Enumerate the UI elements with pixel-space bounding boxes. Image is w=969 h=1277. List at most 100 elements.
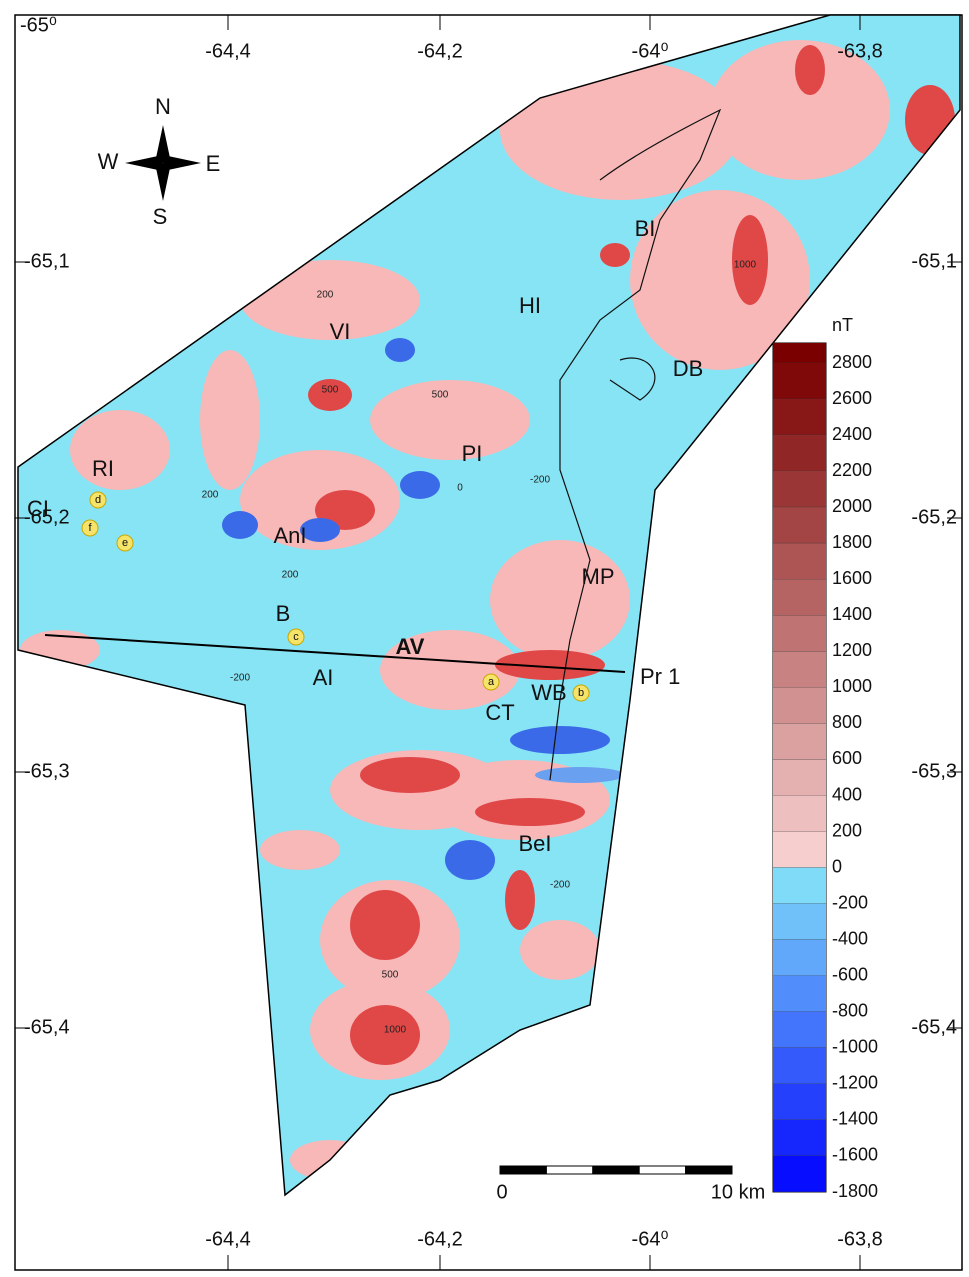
colorbar-band (773, 939, 826, 976)
colorbar-label: 2400 (832, 424, 872, 444)
place-label: MP (582, 564, 615, 589)
colorbar-band (773, 507, 826, 544)
colorbar-band (773, 1155, 826, 1192)
place-label: RI (92, 456, 114, 481)
site-marker (482, 673, 500, 691)
colorbar-band (773, 1047, 826, 1084)
scale-bar-segment (592, 1165, 640, 1175)
lat-label-right: -65,2 (911, 506, 957, 528)
site-marker (89, 491, 107, 509)
contour-label: 1000 (734, 260, 757, 271)
colorbar-band (773, 867, 826, 904)
place-label: WB (531, 680, 566, 705)
colorbar-label: 2600 (832, 388, 872, 408)
site-marker-label: c (293, 631, 299, 643)
place-label: BeI (518, 831, 551, 856)
colorbar-label: -400 (832, 928, 868, 948)
lon-label-bottom: -64⁰ (632, 1228, 669, 1250)
colorbar-band (773, 399, 826, 436)
lat-label-left: -65,1 (24, 250, 70, 272)
colorbar-label: 1000 (832, 676, 872, 696)
place-label: BI (635, 216, 656, 241)
colorbar-label: 600 (832, 748, 862, 768)
place-label: HI (519, 293, 541, 318)
lon-label-top: -64,2 (417, 40, 463, 62)
site-marker-label: b (578, 687, 584, 699)
colorbar-band (773, 343, 826, 363)
colorbar-band (773, 471, 826, 508)
colorbar-label: -600 (832, 964, 868, 984)
colorbar-label: 1600 (832, 568, 872, 588)
contour-label: -200 (230, 673, 250, 684)
contour-label: 200 (282, 570, 299, 581)
site-marker (287, 628, 305, 646)
colorbar-label: -1400 (832, 1109, 878, 1129)
colorbar-band (773, 435, 826, 472)
scale-bar-segment (685, 1165, 733, 1175)
colorbar-band (773, 687, 826, 724)
colorbar-label: -1600 (832, 1145, 878, 1165)
lon-label-bottom: -64,2 (417, 1228, 463, 1250)
colorbar-band (773, 975, 826, 1012)
place-label: AV (396, 634, 425, 659)
contour-label: -200 (530, 475, 550, 486)
contour-label: 500 (432, 390, 449, 401)
scale-bar-end: 10 km (711, 1181, 765, 1203)
site-marker-label: d (95, 494, 101, 506)
coastline (549, 108, 722, 781)
contour-label: 500 (322, 385, 339, 396)
colorbar-band (773, 795, 826, 832)
colorbar-label: 1400 (832, 604, 872, 624)
place-label: PI (462, 441, 483, 466)
lat-label-left: -65,2 (24, 506, 70, 528)
lon-label-top: -63,8 (837, 40, 883, 62)
site-marker (81, 519, 99, 537)
lat-label-right: -65,4 (911, 1016, 957, 1038)
colorbar-band (773, 1119, 826, 1156)
lat-label-right: -65,3 (911, 760, 957, 782)
colorbar (773, 343, 826, 1193)
lon-label-bottom: -64,4 (205, 1228, 251, 1250)
colorbar-band (773, 1011, 826, 1048)
colorbar-label: 1200 (832, 640, 872, 660)
lat-label-right: -65,1 (911, 250, 957, 272)
contour-label: 500 (382, 970, 399, 981)
profile-line (44, 634, 626, 673)
colorbar-band (773, 579, 826, 616)
site-marker-label: a (488, 676, 495, 688)
compass-letter: N (155, 94, 171, 119)
compass (125, 125, 201, 201)
contour-label: 200 (317, 290, 334, 301)
colorbar-label: 200 (832, 820, 862, 840)
colorbar-label: -1800 (832, 1181, 878, 1201)
place-label: CT (485, 700, 514, 725)
scale-bar-start: 0 (496, 1181, 507, 1203)
lon-label-bottom: -63,8 (837, 1228, 883, 1250)
colorbar-band (773, 831, 826, 868)
negative-areas (222, 338, 625, 880)
colorbar-band (773, 543, 826, 580)
colorbar-label: 2000 (832, 496, 872, 516)
colorbar-label: 2800 (832, 352, 872, 372)
contour-label: -200 (550, 880, 570, 891)
site-marker (116, 534, 134, 552)
colorbar-band (773, 651, 826, 688)
survey-outline (17, 14, 961, 1197)
scale-bar-segment (545, 1165, 594, 1175)
strong-positive-areas (308, 45, 955, 1065)
colorbar-label: 2200 (832, 460, 872, 480)
lon-label-top: -64⁰ (632, 40, 669, 62)
site-marker-label: f (88, 522, 92, 534)
lon-label-top: -64,4 (205, 40, 251, 62)
colorbar-band (773, 759, 826, 796)
colorbar-band (773, 723, 826, 760)
compass-letter: E (206, 151, 221, 176)
lat-label-left: -65,4 (24, 1016, 70, 1038)
scale-bar-segment (499, 1165, 547, 1175)
colorbar-label: -1200 (832, 1073, 878, 1093)
corner-label: -65⁰ (20, 14, 57, 36)
colorbar-band (773, 615, 826, 652)
site-marker (572, 684, 590, 702)
place-label: CI (27, 496, 49, 521)
